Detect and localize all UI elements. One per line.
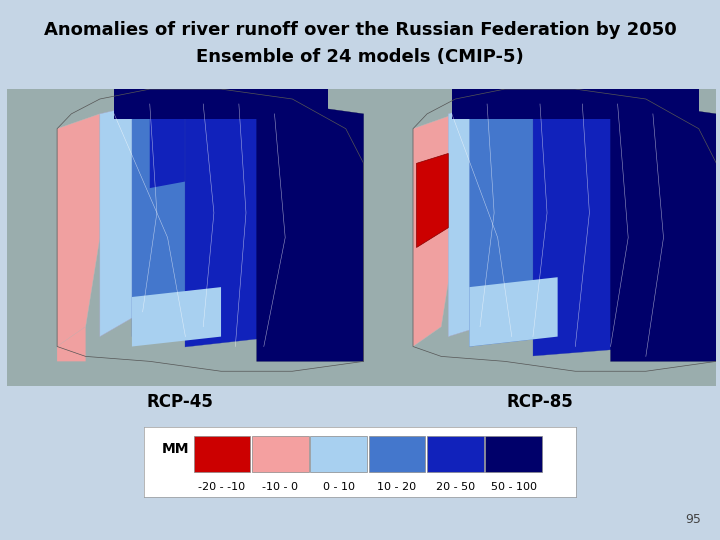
Text: -10 - 0: -10 - 0 <box>262 482 298 492</box>
Polygon shape <box>100 104 143 336</box>
FancyBboxPatch shape <box>194 436 251 472</box>
Polygon shape <box>186 99 274 347</box>
Text: 95: 95 <box>685 513 701 526</box>
Polygon shape <box>611 99 716 361</box>
Text: Ensemble of 24 models (CMIP-5): Ensemble of 24 models (CMIP-5) <box>196 48 524 66</box>
FancyBboxPatch shape <box>252 436 309 472</box>
Text: 0 - 10: 0 - 10 <box>323 482 355 492</box>
Polygon shape <box>449 104 480 336</box>
Polygon shape <box>57 114 100 347</box>
Text: 10 - 20: 10 - 20 <box>377 482 416 492</box>
Polygon shape <box>417 347 716 386</box>
Polygon shape <box>452 89 698 119</box>
FancyBboxPatch shape <box>369 436 426 472</box>
Polygon shape <box>364 89 716 386</box>
Polygon shape <box>257 99 364 361</box>
Text: 20 - 50: 20 - 50 <box>436 482 474 492</box>
Polygon shape <box>413 114 455 347</box>
Polygon shape <box>114 89 328 119</box>
Text: 50 - 100: 50 - 100 <box>490 482 536 492</box>
Polygon shape <box>7 89 364 386</box>
Polygon shape <box>150 99 203 188</box>
FancyBboxPatch shape <box>427 436 484 472</box>
Text: -20 - -10: -20 - -10 <box>199 482 246 492</box>
Text: RCP-85: RCP-85 <box>507 393 573 411</box>
Polygon shape <box>60 347 364 386</box>
Polygon shape <box>417 153 449 247</box>
Polygon shape <box>132 99 203 336</box>
Text: RCP-45: RCP-45 <box>147 393 213 411</box>
FancyBboxPatch shape <box>310 436 367 472</box>
Text: Anomalies of river runoff over the Russian Federation by 2050: Anomalies of river runoff over the Russi… <box>44 21 676 39</box>
Polygon shape <box>533 99 646 356</box>
Polygon shape <box>57 327 86 361</box>
Text: MM: MM <box>161 442 189 456</box>
FancyBboxPatch shape <box>485 436 542 472</box>
Polygon shape <box>469 99 557 347</box>
Polygon shape <box>132 287 221 347</box>
Polygon shape <box>469 277 557 347</box>
